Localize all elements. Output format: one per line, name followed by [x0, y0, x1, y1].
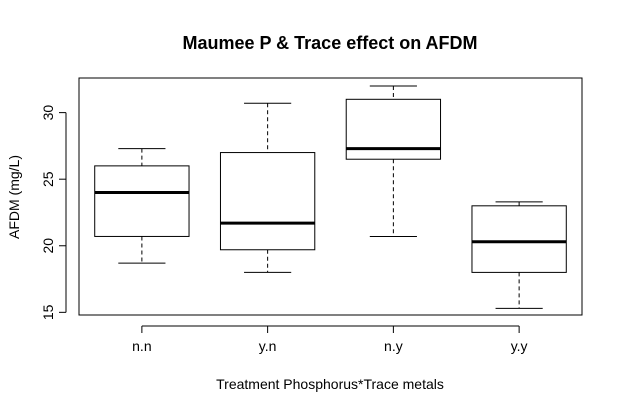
- y-axis-label: AFDM (mg/L): [6, 155, 22, 239]
- chart-title: Maumee P & Trace effect on AFDM: [182, 33, 477, 53]
- x-tick-label: y.y: [511, 338, 528, 354]
- x-axis: n.n y.n n.y y.y: [132, 325, 528, 354]
- x-tick-label: y.n: [259, 338, 277, 354]
- box-iqr: [471, 205, 567, 273]
- plot-frame: [78, 77, 583, 316]
- boxes-group: [94, 85, 567, 309]
- box-iqr: [94, 165, 190, 237]
- box-n.n: [94, 148, 190, 264]
- x-tick-label: n.n: [132, 338, 151, 354]
- box-y.n: [219, 102, 316, 273]
- x-tick-label: n.y: [384, 338, 403, 354]
- box-n.y: [345, 85, 442, 237]
- y-axis: 15 20 25 30: [40, 105, 67, 320]
- x-axis-label: Treatment Phosphorus*Trace metals: [216, 376, 444, 392]
- y-tick-label: 30: [40, 105, 56, 121]
- box-y.y: [471, 201, 567, 309]
- y-tick-label: 20: [40, 238, 56, 254]
- y-tick-label: 25: [40, 171, 56, 187]
- box-iqr: [219, 152, 316, 251]
- box-iqr: [345, 98, 442, 160]
- y-tick-label: 15: [40, 304, 56, 320]
